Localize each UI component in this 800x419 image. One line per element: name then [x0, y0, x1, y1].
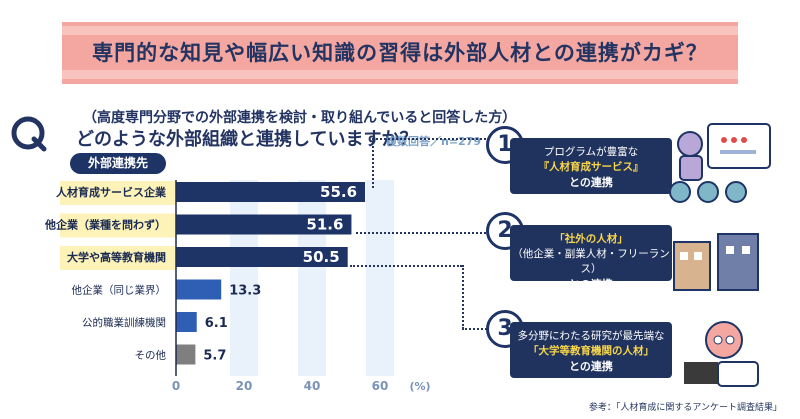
bar [176, 312, 197, 332]
grid-band [366, 180, 394, 376]
category-label: 大学や高等教育機関 [67, 250, 166, 264]
card-3: 多分野にわたる研究が最先端な 「大学等教育機関の人材」 との連携 [510, 322, 672, 378]
bar [176, 279, 222, 300]
presenter-illustration [669, 123, 771, 203]
x-unit-label: (%) [409, 380, 430, 393]
category-highlight [60, 246, 176, 270]
title-banner: 専門的な知見や幅広い知識の習得は外部人材との連携がカギ？ [62, 22, 738, 84]
bar [176, 247, 348, 267]
connector-line-2 [356, 232, 506, 234]
question-qualifier: （高度専門分野での外部連携を検討・取り組んでいると回答した方） [83, 110, 517, 126]
value-label: 13.3 [229, 284, 261, 299]
category-highlight [60, 181, 176, 205]
card-3-line1: 多分野にわたる研究が最先端な [517, 330, 665, 342]
buildings-illustration [673, 233, 759, 291]
connector-line-3 [350, 265, 462, 267]
category-label: その他 [135, 349, 167, 362]
question-q-icon [11, 116, 47, 152]
category-label: 他企業（同じ業界） [72, 284, 167, 297]
card-1: プログラムが豊富な 『人材育成サービス』 との連携 [510, 138, 672, 194]
card-3-highlight: 「大学等教育機関の人材」 [528, 345, 654, 357]
banner-stripe [62, 70, 738, 79]
value-label: 50.5 [303, 248, 340, 266]
value-label: 55.6 [320, 183, 357, 201]
grid-band [298, 180, 326, 376]
value-label: 6.1 [205, 316, 228, 331]
card-1-line3: との連携 [569, 176, 613, 189]
x-tick-label: 60 [372, 379, 389, 393]
card-1-highlight: 『人材育成サービス』 [538, 161, 644, 173]
connector-line-1 [372, 138, 506, 140]
card-1-line1: プログラムが豊富な [543, 146, 639, 158]
category-label: 公的職業訓練機関 [82, 316, 166, 329]
card-2-highlight: 「社外の人材」 [554, 233, 628, 245]
banner-stripe [62, 26, 738, 35]
x-tick-label: 20 [236, 379, 253, 393]
card-2: 「社外の人材」 （他企業・副業人材・フリーランス） との連携 [510, 225, 672, 291]
bar [176, 182, 366, 202]
value-label: 5.7 [203, 349, 226, 364]
card-3-line3: との連携 [569, 360, 613, 373]
bar [176, 214, 352, 235]
x-tick-label: 40 [304, 379, 321, 393]
card-2-line2: （他企業・副業人材・フリーランス） [512, 248, 670, 275]
value-label: 51.6 [306, 216, 343, 234]
banner-title: 専門的な知見や幅広い知識の習得は外部人材との連携がカギ？ [92, 41, 708, 65]
source-note: 参考：「人材育成に関するアンケート調査結果」 [588, 403, 782, 413]
bar [176, 344, 196, 365]
category-header: 外部連携先 [70, 153, 166, 174]
category-label: 他企業（業種を問わず） [44, 218, 166, 232]
card-2-line3: との連携 [569, 278, 613, 291]
category-highlight [60, 213, 176, 238]
question-text: どのような外部組織と連携していますか？ [76, 129, 418, 150]
grid-band [230, 180, 258, 376]
connector-line-1-vertical [372, 138, 374, 188]
connector-line-3-end [462, 328, 506, 330]
connector-line-3-vertical [462, 265, 464, 329]
x-tick-label: 0 [172, 379, 180, 393]
category-label: 人材育成サービス企業 [56, 185, 167, 199]
researcher-illustration [684, 321, 759, 387]
